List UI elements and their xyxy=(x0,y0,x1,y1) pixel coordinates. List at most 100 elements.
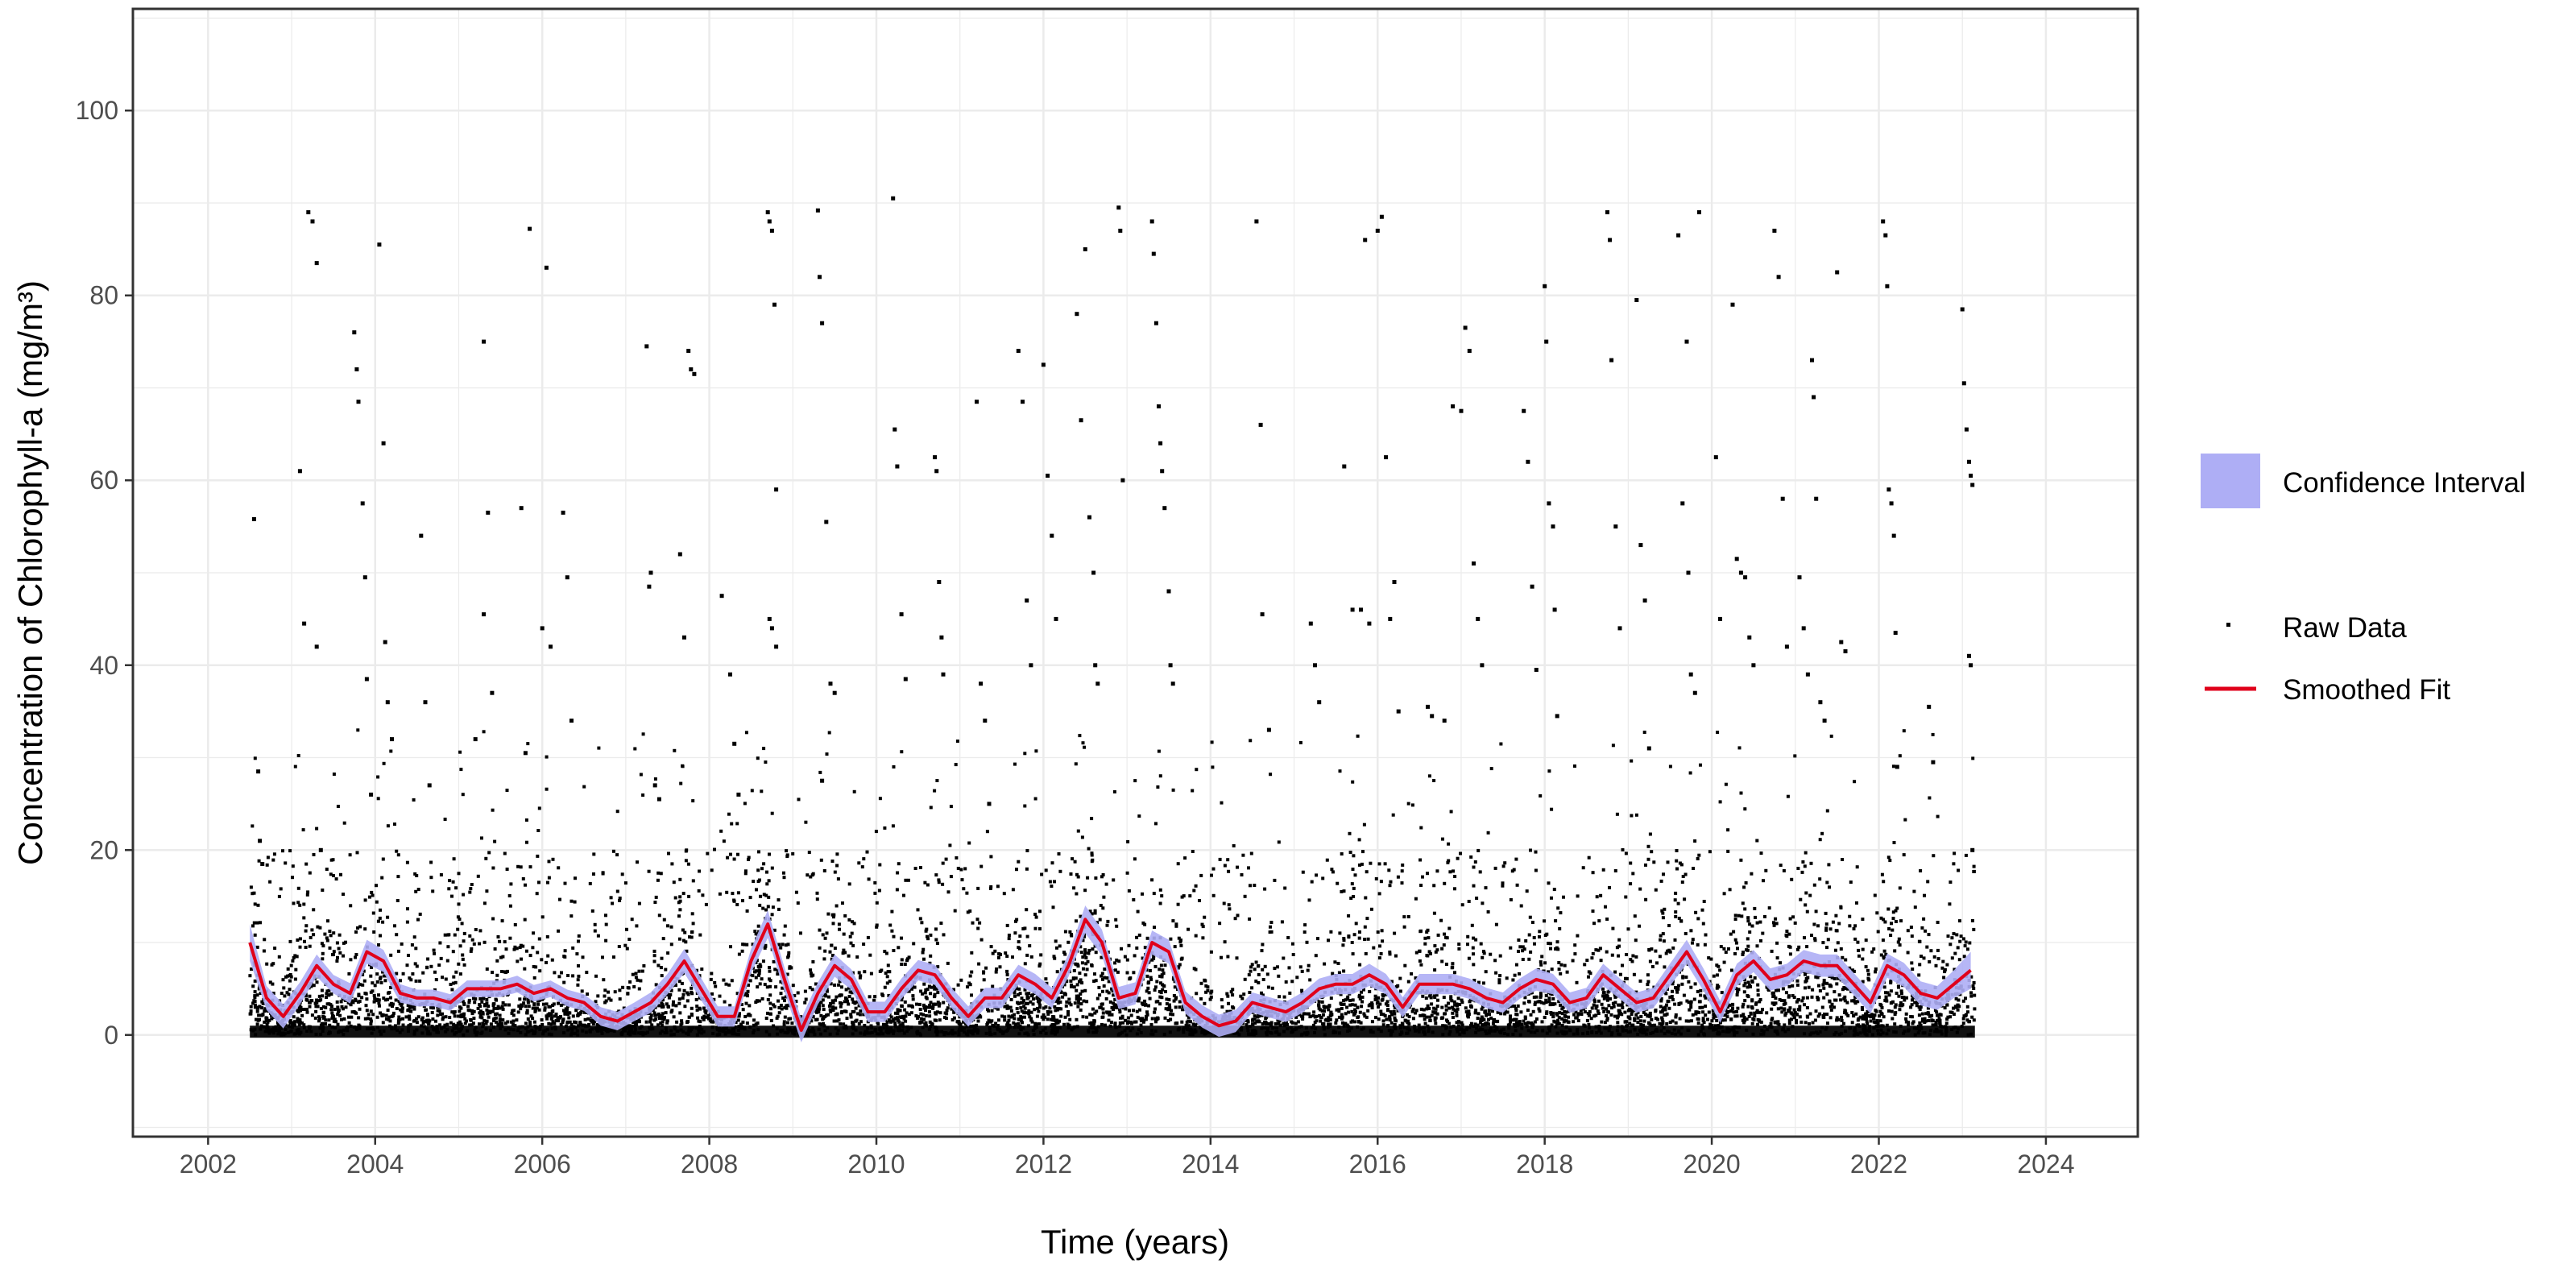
raw-data-point xyxy=(406,907,409,911)
raw-data-point xyxy=(434,1019,437,1023)
raw-data-point xyxy=(990,1009,994,1013)
raw-data-point xyxy=(1753,906,1757,910)
raw-data-point xyxy=(785,1004,789,1008)
raw-data-point xyxy=(782,933,786,937)
raw-data-point xyxy=(1521,949,1525,953)
raw-data-point xyxy=(1764,868,1768,872)
raw-data-point xyxy=(641,1033,645,1037)
raw-data-point xyxy=(959,868,963,872)
raw-data-point xyxy=(1699,763,1702,767)
raw-data-point xyxy=(1668,995,1672,999)
raw-data-point xyxy=(1607,1004,1611,1008)
raw-data-point xyxy=(1086,959,1090,963)
raw-data-point xyxy=(1091,1026,1095,1030)
raw-data-point xyxy=(1780,1010,1784,1014)
raw-data-point xyxy=(1707,956,1711,960)
raw-data-point xyxy=(1748,922,1752,926)
raw-data-point xyxy=(491,1019,495,1022)
raw-data-point xyxy=(946,961,950,965)
raw-data-point xyxy=(890,909,894,914)
raw-data-point xyxy=(934,927,938,931)
raw-data-point xyxy=(1220,998,1224,1002)
raw-data-point xyxy=(1610,1006,1613,1010)
raw-data-point xyxy=(838,927,841,931)
raw-data-point xyxy=(1418,930,1423,934)
raw-data-point xyxy=(1866,976,1870,980)
raw-data-point xyxy=(251,892,255,896)
raw-data-point xyxy=(1927,1018,1931,1022)
raw-data-point xyxy=(1488,1013,1491,1017)
raw-data-point xyxy=(639,979,643,983)
raw-data-point xyxy=(1655,1030,1659,1033)
raw-data-point xyxy=(369,1019,373,1023)
raw-data-point xyxy=(1519,1010,1523,1014)
raw-data-point xyxy=(862,857,866,861)
raw-data-point xyxy=(930,1021,934,1025)
raw-data-point xyxy=(1103,967,1107,972)
raw-data-point xyxy=(1839,998,1843,1002)
raw-data-point xyxy=(1154,1020,1158,1024)
raw-data-point xyxy=(819,858,823,862)
raw-data-point xyxy=(485,997,489,1001)
raw-data-point xyxy=(498,1020,502,1024)
raw-data-point xyxy=(818,946,822,950)
raw-data-point xyxy=(317,1015,321,1019)
raw-data-point xyxy=(1342,938,1346,942)
raw-data-point xyxy=(834,998,838,1002)
raw-data-point xyxy=(418,979,422,983)
raw-data-point xyxy=(494,997,498,1001)
raw-data-point xyxy=(369,974,373,978)
raw-data-point xyxy=(462,1002,466,1006)
raw-data-point xyxy=(678,895,682,899)
raw-data-point xyxy=(691,879,695,883)
raw-data-point xyxy=(847,986,851,990)
raw-data-point xyxy=(611,901,615,905)
raw-data-point xyxy=(1031,1002,1035,1006)
raw-data-point xyxy=(370,890,374,894)
raw-data-point xyxy=(1693,982,1697,986)
raw-data-point xyxy=(1884,995,1888,999)
raw-data-point xyxy=(1911,1020,1915,1024)
raw-data-point xyxy=(905,1011,909,1015)
raw-data-point xyxy=(1084,956,1088,959)
raw-data-point xyxy=(1703,1033,1706,1037)
raw-data-point xyxy=(724,982,728,986)
raw-data-point xyxy=(1410,972,1414,976)
raw-data-point xyxy=(1015,868,1018,872)
raw-data-point xyxy=(1835,982,1839,986)
raw-data-point xyxy=(1640,1027,1644,1031)
raw-data-point xyxy=(354,1025,358,1030)
raw-data-point xyxy=(1101,1011,1105,1015)
raw-data-point xyxy=(1304,1026,1308,1030)
raw-data-point xyxy=(1026,1024,1030,1028)
raw-data-point xyxy=(835,864,839,868)
raw-data-point xyxy=(886,963,890,967)
raw-data-point xyxy=(492,1002,496,1006)
raw-data-point xyxy=(782,871,785,875)
raw-data-point xyxy=(677,997,681,1001)
raw-data-point xyxy=(1085,1015,1089,1019)
raw-data-point xyxy=(915,1002,918,1006)
raw-data-point xyxy=(741,1008,745,1012)
raw-data-point xyxy=(249,1009,253,1013)
raw-data-point xyxy=(1269,1031,1274,1035)
raw-data-point xyxy=(687,1025,691,1030)
raw-data-point xyxy=(251,1001,255,1005)
raw-data-point xyxy=(609,1029,613,1033)
raw-data-point xyxy=(639,773,643,777)
raw-data-point xyxy=(1796,867,1800,870)
raw-data-point xyxy=(255,921,259,925)
raw-data-point xyxy=(1650,965,1655,968)
raw-data-point xyxy=(1839,905,1843,909)
raw-data-point xyxy=(1835,929,1839,933)
raw-data-point xyxy=(557,975,561,979)
raw-data-point xyxy=(468,934,472,938)
raw-data-point xyxy=(420,1031,425,1035)
raw-data-point xyxy=(485,889,489,893)
raw-data-point xyxy=(1586,1012,1590,1016)
raw-data-point xyxy=(291,876,294,880)
raw-data-point xyxy=(1750,979,1754,983)
raw-data-point xyxy=(892,1032,895,1035)
raw-data-point xyxy=(632,1030,635,1034)
raw-data-point xyxy=(1973,993,1977,997)
